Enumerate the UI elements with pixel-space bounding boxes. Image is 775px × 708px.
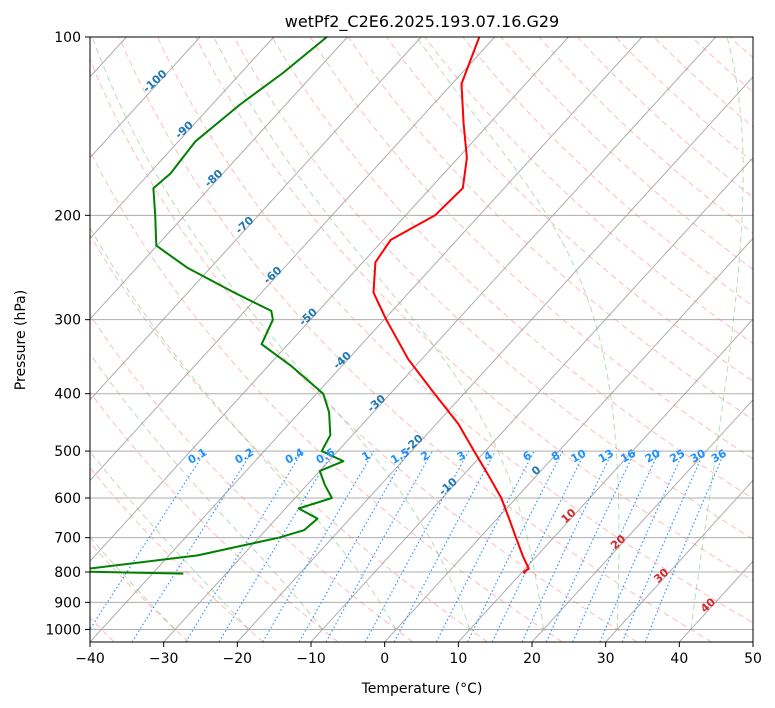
isotherm-line [163,37,717,642]
mixing-ratio-line [644,450,726,642]
y-tick-label: 600 [54,491,81,507]
mixing-ratio-line [364,450,470,642]
isotherm-line [605,479,753,642]
mixing-ratio-line [545,450,636,642]
isotherm-line [457,318,753,642]
x-tick-label: 10 [449,651,467,667]
mixing-ratio-line [185,450,304,642]
dry-adiabat-line [424,37,753,344]
dry-adiabat-line [576,37,753,198]
x-tick-label: −20 [223,651,253,667]
x-tick-label: 30 [597,651,615,667]
mixing-ratio-line [491,450,586,642]
data-series [90,37,530,575]
isotherm-line [90,37,643,642]
isotherm-line [90,37,275,240]
moist-adiabat-line [90,352,323,630]
temperature-profile-line [372,37,530,575]
x-tick-label: −40 [75,651,105,667]
y-tick-label: 400 [54,387,81,403]
y-tick-label: 300 [54,313,81,329]
x-tick-label: 40 [670,651,688,667]
isotherm-line [90,37,422,401]
y-tick-label: 800 [54,565,81,581]
y-tick-label: 100 [54,30,81,46]
axes: −40 −30 −20 −10 0 10 20 30 40 50 100 200 300 400 500 60… [45,30,762,667]
isotherm-line [531,399,753,642]
plot-frame [89,36,754,643]
dry-adiabat-line [233,37,753,540]
isotherm-line [90,37,569,563]
y-axis-label: Pressure (hPa) [13,290,29,390]
dry-adiabat-line [118,37,712,642]
dry-adiabat-line [538,37,753,234]
moist-adiabat-line [416,37,620,630]
isotherm-line [384,237,753,642]
isotherm-line [310,156,753,642]
dry-adiabat-line [386,37,753,382]
y-tick-label: 1000 [45,622,81,638]
isotherm-line [90,37,201,159]
mixing-ratio-line [131,450,254,642]
x-tick-label: 0 [380,651,389,667]
y-tick-label: 700 [54,531,81,547]
y-tick-label: 900 [54,595,81,611]
dry-adiabat-line [90,149,563,642]
mixing-ratio-line [218,450,334,642]
moist-adiabat-line [690,37,744,630]
background-lines [90,37,753,642]
isotherm-line [90,37,496,482]
dry-adiabat-line [90,314,414,642]
mixing-ratio-line [572,450,660,642]
chart-title: wetPf2_C2E6.2025.193.07.16.G29 [285,12,559,32]
dry-adiabat-line [90,391,339,642]
dewpoint-profile-line [90,37,345,575]
dry-adiabat-line [500,37,753,270]
x-tick-label: 20 [523,651,541,667]
mixing-ratio-line [325,450,433,642]
dry-adiabat-line [347,37,753,421]
mixing-ratio-line [621,450,705,642]
x-tick-label: −10 [296,651,326,667]
x-tick-label: −30 [149,651,179,667]
isotherm-line [236,76,753,642]
dry-adiabat-line [271,37,753,500]
y-tick-label: 500 [54,444,81,460]
dry-adiabat-line [157,37,753,624]
x-tick-label: 50 [744,651,762,667]
moist-adiabat-line [90,226,397,630]
mixing-ratio-line [262,450,375,642]
mixing-ratio-line [298,450,409,642]
x-axis-label: Temperature (°C) [361,681,483,697]
isotherm-line [90,37,348,320]
dry-adiabat-line [195,37,753,582]
y-tick-label: 200 [54,208,81,224]
mixing-ratio-line [521,450,614,642]
